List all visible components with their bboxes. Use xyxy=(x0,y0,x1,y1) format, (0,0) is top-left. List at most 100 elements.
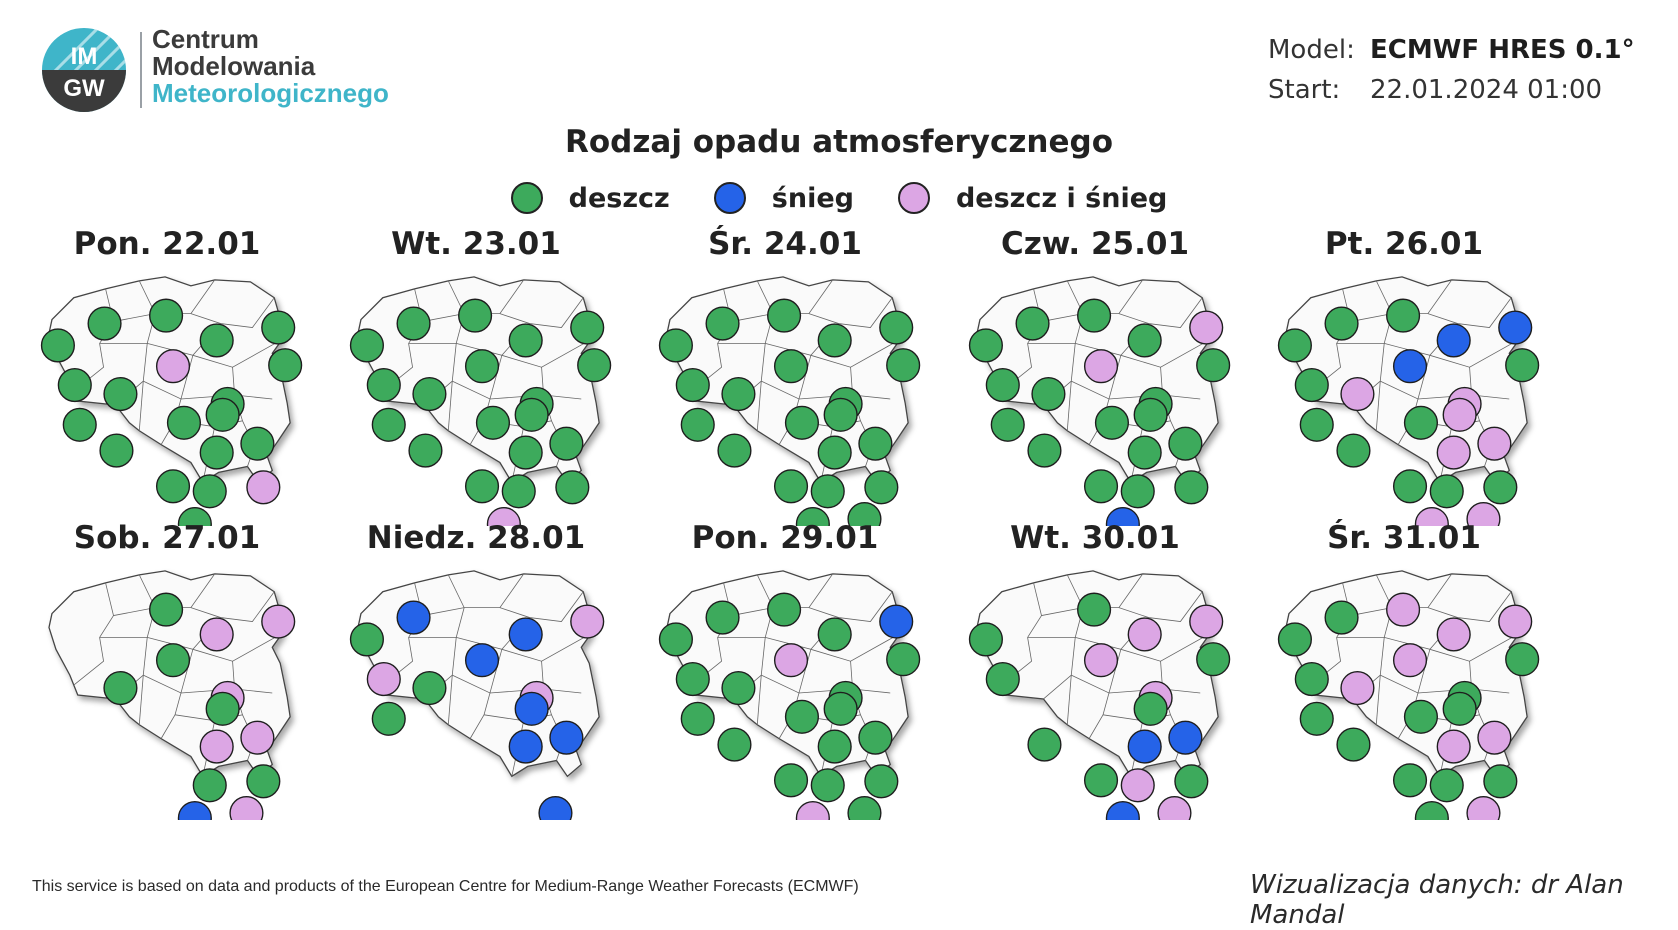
precip-marker-rain xyxy=(475,405,511,440)
region-border xyxy=(447,381,453,431)
precip-marker-rain xyxy=(246,764,281,799)
precip-marker-rain xyxy=(773,349,809,384)
precip-marker-rain xyxy=(847,795,882,820)
model-row: Model: ECMWF HRES 0.1° xyxy=(1268,30,1635,70)
precip-marker-rain xyxy=(155,469,191,504)
precip-marker-snow xyxy=(879,604,914,639)
region-border xyxy=(1375,675,1381,725)
precip-marker-mix xyxy=(1466,795,1501,820)
start-label: Start: xyxy=(1268,75,1341,105)
precip-marker-mix xyxy=(199,617,234,652)
start-row: Start: 22.01.2024 01:00 xyxy=(1268,70,1635,110)
precip-marker-rain xyxy=(408,433,443,468)
precip-marker-rain xyxy=(1077,592,1112,627)
precip-marker-rain xyxy=(705,306,740,341)
precip-marker-rain xyxy=(149,298,184,333)
region-border xyxy=(190,297,275,328)
region-border xyxy=(810,339,901,368)
precip-marker-rain xyxy=(1277,622,1312,657)
precip-marker-rain xyxy=(810,768,845,803)
precip-marker-snow xyxy=(538,795,573,820)
precip-marker-snow xyxy=(464,643,500,678)
precip-marker-rain xyxy=(349,622,384,657)
badge-bottom-text: GW xyxy=(63,75,105,102)
poland-map xyxy=(349,570,605,820)
precip-marker-rain xyxy=(985,368,1020,403)
precip-marker-rain xyxy=(508,323,543,358)
legend-item-mix: deszcz i śnieg xyxy=(897,182,1168,214)
day-map-panel: Śr. 24.01 xyxy=(650,226,950,526)
region-border xyxy=(501,339,592,368)
precip-marker-rain xyxy=(1174,470,1209,505)
precip-marker-rain xyxy=(985,662,1020,697)
precip-marker-mix xyxy=(199,729,234,764)
precip-marker-rain xyxy=(1505,348,1540,383)
precip-marker-mix xyxy=(1083,643,1119,678)
precip-marker-rain xyxy=(767,298,802,333)
page-title: Rodzaj opadu atmosferycznego xyxy=(565,124,1113,160)
precip-marker-rain xyxy=(570,310,605,345)
precip-marker-rain xyxy=(1336,433,1371,468)
precip-marker-rain xyxy=(464,469,500,504)
day-label: Wt. 30.01 xyxy=(1010,520,1180,556)
precip-marker-mix xyxy=(1340,670,1375,706)
precip-marker-mix xyxy=(1436,617,1471,652)
legend-item-snow: śnieg xyxy=(713,182,854,214)
precip-marker-rain xyxy=(1077,298,1112,333)
precip-marker-rain xyxy=(103,376,138,412)
region-border xyxy=(808,591,893,622)
precip-marker-rain xyxy=(717,433,752,468)
precip-marker-rain xyxy=(1429,474,1464,509)
precip-marker-rain xyxy=(1027,727,1062,762)
imgw-logo[interactable]: IM GW Centrum Modelowania Meteorologiczn… xyxy=(40,26,440,116)
poland-map xyxy=(968,570,1231,820)
precip-marker-mix xyxy=(1466,501,1501,526)
day-map-panel: Wt. 23.01 xyxy=(341,226,641,526)
precip-marker-rain xyxy=(817,435,852,470)
precip-marker-rain xyxy=(1324,600,1359,635)
poland-map xyxy=(40,276,303,526)
precip-marker-rain xyxy=(199,435,234,470)
precip-marker-rain xyxy=(1120,474,1155,509)
poland-map xyxy=(658,570,921,820)
start-value: 22.01.2024 01:00 xyxy=(1370,75,1603,105)
day-map-panel: Pon. 29.01 xyxy=(650,520,950,820)
legend-item-rain: deszcz xyxy=(510,182,670,214)
precip-marker-rain xyxy=(371,701,406,736)
precip-marker-rain xyxy=(1027,433,1062,468)
precip-marker-snow xyxy=(549,720,584,755)
precip-marker-mix xyxy=(570,604,605,639)
precip-marker-rain xyxy=(1133,691,1168,726)
region-border xyxy=(1041,607,1084,616)
region-border xyxy=(1118,297,1203,328)
region-border xyxy=(1429,633,1520,662)
precip-marker-rain xyxy=(658,328,693,363)
precip-marker-rain xyxy=(99,433,134,468)
day-label: Pon. 29.01 xyxy=(691,520,879,556)
precip-marker-rain xyxy=(155,643,191,678)
precip-marker-rain xyxy=(1083,469,1119,504)
precip-marker-mix xyxy=(486,506,521,526)
precip-marker-mix xyxy=(773,643,809,678)
day-label: Pon. 22.01 xyxy=(73,226,261,262)
region-border xyxy=(1120,339,1211,368)
poland-map xyxy=(48,570,296,820)
precip-marker-rain xyxy=(1127,323,1162,358)
precip-marker-rain xyxy=(349,328,384,363)
legend-mix-label: deszcz i śnieg xyxy=(955,182,1168,214)
precip-marker-rain xyxy=(268,348,303,383)
precip-marker-rain xyxy=(675,368,710,403)
precip-marker-rain xyxy=(817,617,852,652)
legend-snow-swatch xyxy=(713,182,746,214)
precip-marker-rain xyxy=(458,298,493,333)
precip-marker-rain xyxy=(810,474,845,509)
precip-marker-rain xyxy=(555,470,590,505)
precip-marker-rain xyxy=(205,691,240,726)
precip-marker-rain xyxy=(40,328,75,363)
legend-mix-swatch xyxy=(897,182,930,214)
precip-marker-rain xyxy=(192,474,227,509)
precip-marker-rain xyxy=(177,506,212,526)
day-label: Śr. 24.01 xyxy=(708,226,862,262)
region-border xyxy=(138,381,144,431)
precip-marker-rain xyxy=(1094,405,1130,440)
